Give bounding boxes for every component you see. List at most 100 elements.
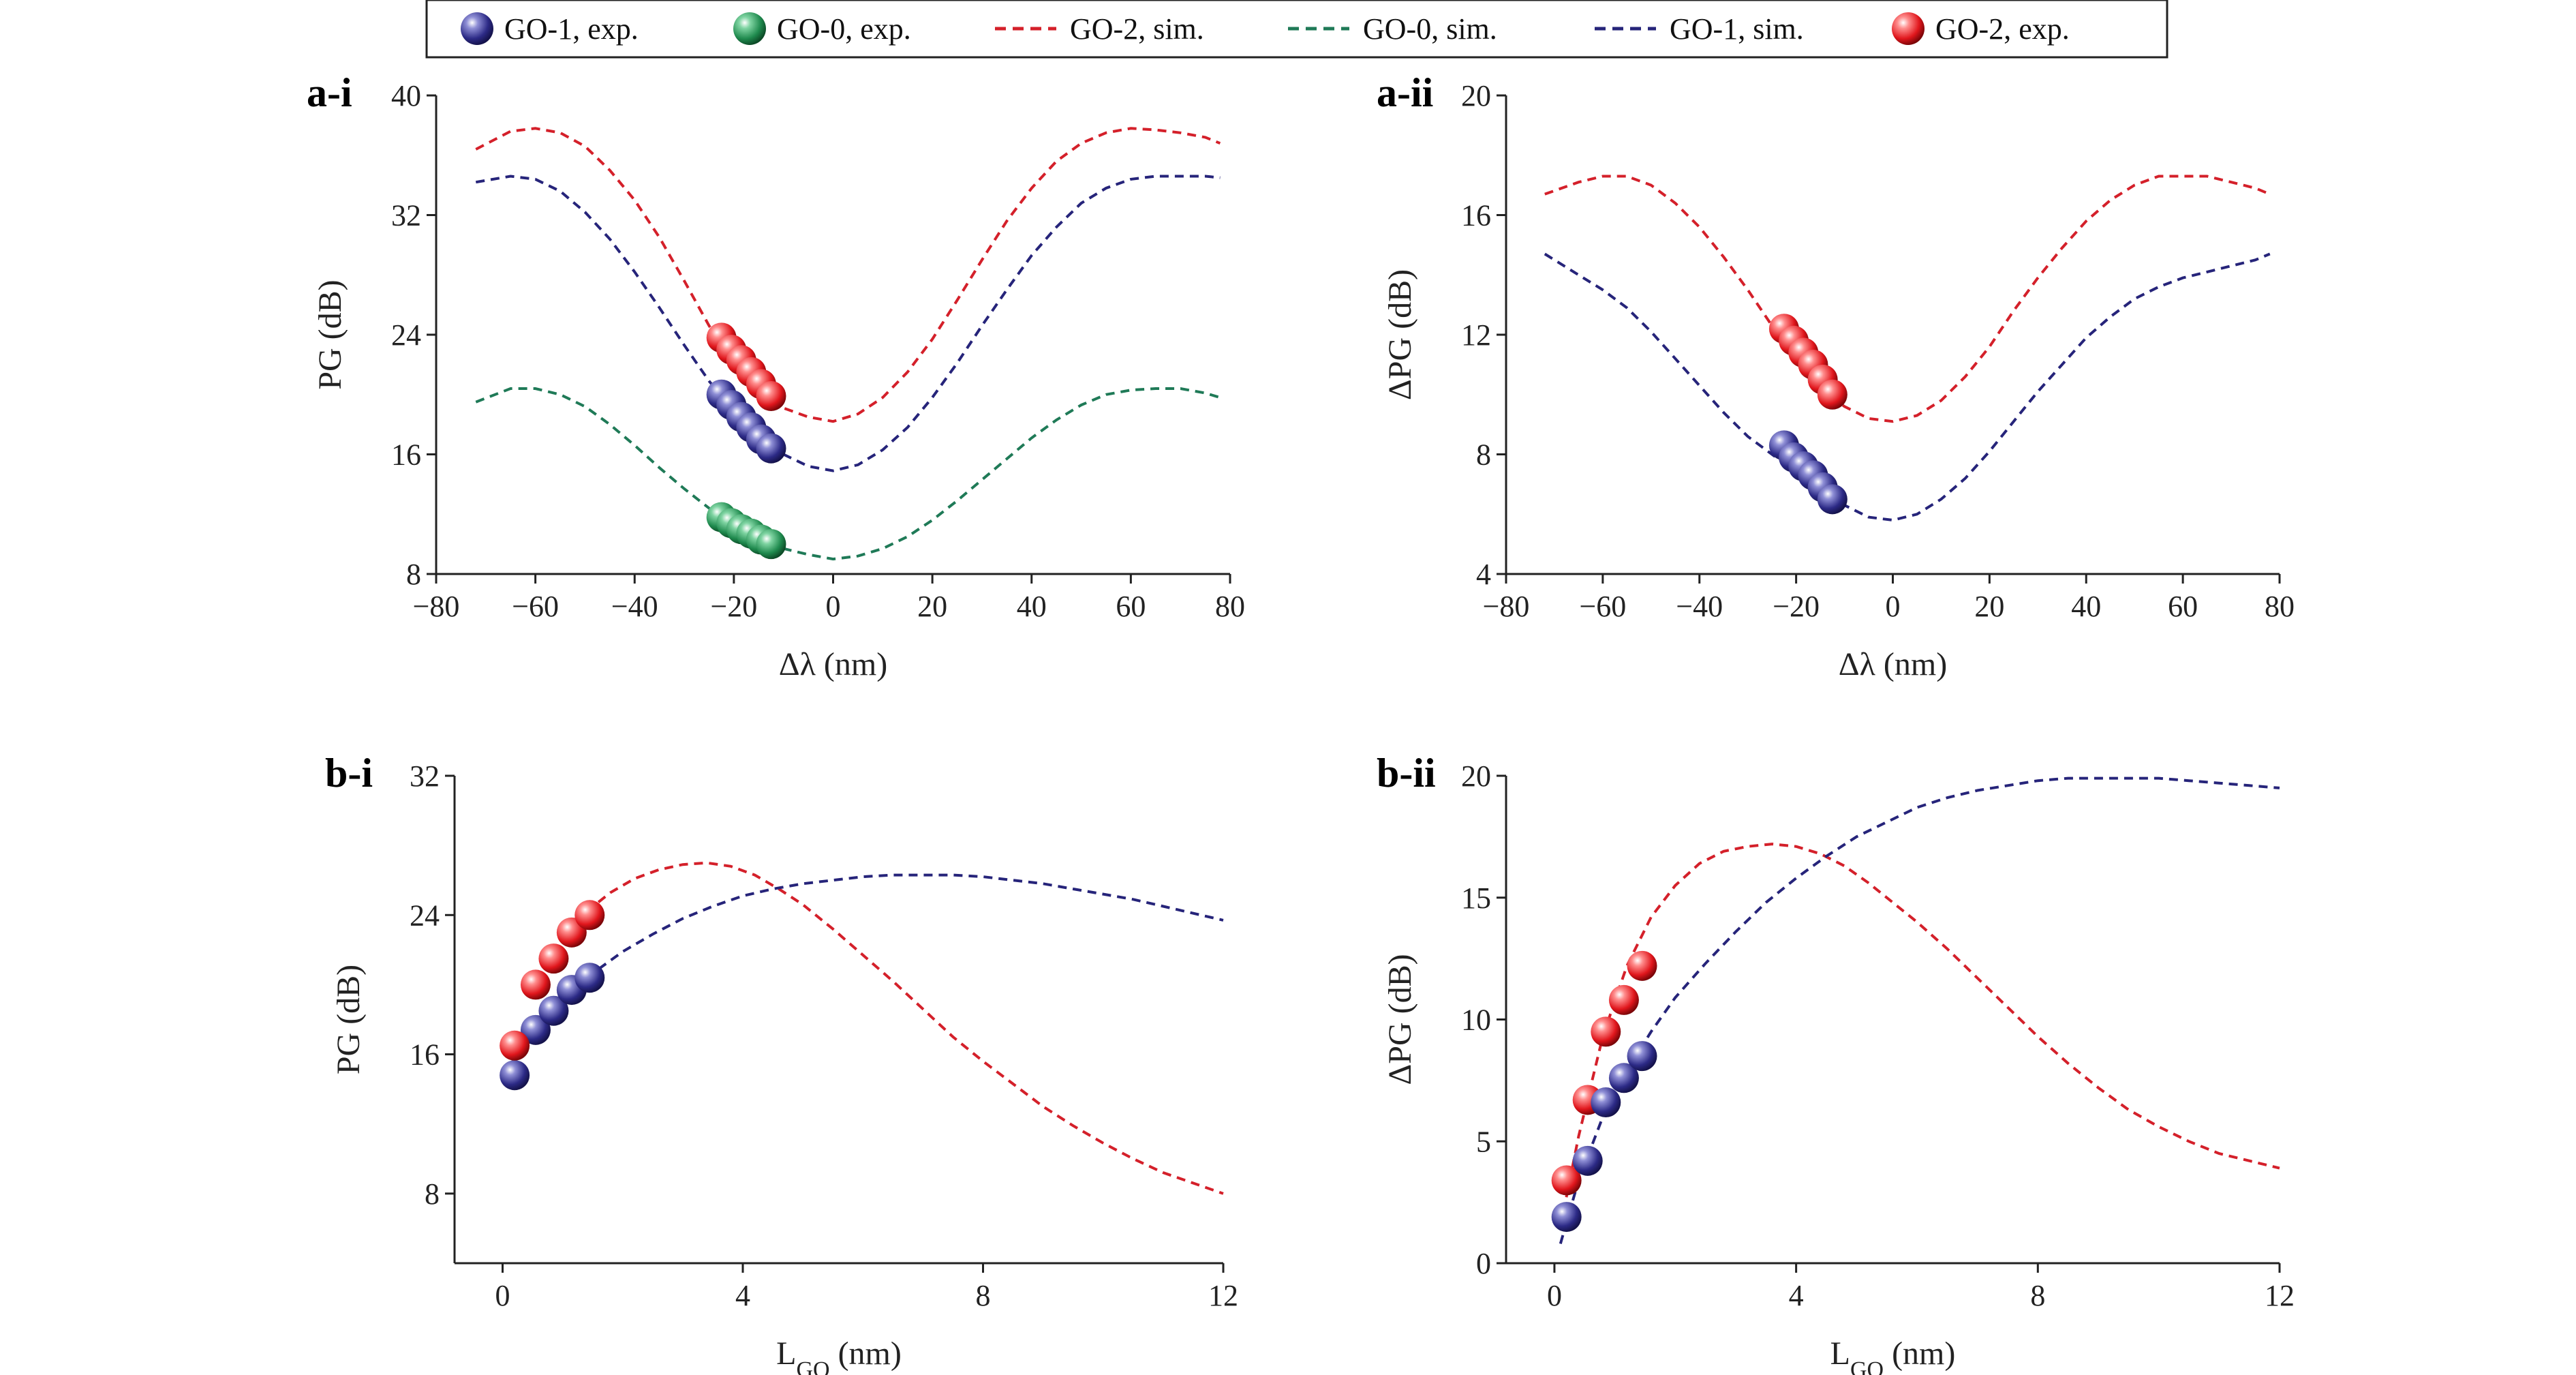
series-line-go1sim (475, 175, 1221, 472)
data-point-go2exp (1591, 1016, 1621, 1047)
y-tick-label: 32 (391, 199, 421, 232)
data-point-go1exp (1817, 484, 1847, 515)
legend-entry-go0exp: GO-0, exp. (733, 12, 911, 46)
x-tick-label: 20 (917, 590, 947, 623)
data-point-go0exp (756, 529, 786, 560)
x-tick-label: −20 (1773, 590, 1820, 623)
x-tick-label: 4 (735, 1279, 750, 1312)
y-tick-label: 4 (1476, 558, 1491, 591)
legend-label-go2exp: GO-2, exp. (1935, 12, 2070, 46)
x-tick-label: −80 (1483, 590, 1530, 623)
legend: GO-1, exp. GO-0, exp. GO-2, sim. GO-0, s… (425, 0, 2168, 59)
y-tick-label: 0 (1476, 1247, 1491, 1280)
x-tick-label: −60 (1579, 590, 1626, 623)
panel-label: b-i (325, 751, 373, 796)
data-point-go1exp (500, 1060, 530, 1091)
legend-entry-go2exp: GO-2, exp. (1892, 12, 2070, 46)
data-point-go2exp (1627, 950, 1657, 981)
x-tick-label: −20 (710, 590, 757, 623)
x-tick-label: 0 (1886, 590, 1901, 623)
data-point-go1exp (538, 995, 569, 1026)
data-point-go2exp (520, 969, 551, 1000)
data-point-go2exp (756, 380, 786, 411)
x-tick-label: −80 (413, 590, 460, 623)
legend-entry-go0sim: GO-0, sim. (1288, 12, 1497, 46)
y-tick-label: 5 (1476, 1125, 1491, 1158)
y-tick-label: 32 (410, 759, 440, 793)
y-axis-label: ΔPG (dB) (1382, 269, 1418, 400)
x-tick-label: 80 (2265, 590, 2295, 623)
y-tick-label: 16 (410, 1038, 440, 1072)
x-tick-label: −60 (512, 590, 559, 623)
x-tick-label: 40 (2071, 590, 2101, 623)
series-markers-go2exp (500, 900, 605, 1061)
legend-marker-go1exp (461, 12, 493, 45)
x-tick-label: −40 (1676, 590, 1723, 623)
x-tick-label: 4 (1789, 1279, 1804, 1312)
x-axis-label: LGO (nm) (776, 1335, 902, 1375)
series-line-go1sim (585, 873, 1224, 979)
data-point-go2exp (1817, 379, 1847, 410)
y-tick-label: 20 (1461, 79, 1491, 112)
y-tick-label: 16 (1461, 199, 1491, 232)
series-markers-go1exp (500, 963, 605, 1091)
y-axis-label: PG (dB) (331, 965, 367, 1074)
data-point-go1exp (1627, 1041, 1657, 1072)
data-point-go2exp (1551, 1165, 1582, 1196)
series-markers-go1exp (1551, 1041, 1657, 1233)
y-axis-label: ΔPG (dB) (1382, 954, 1418, 1085)
panel-label: a-ii (1377, 70, 1433, 115)
series-markers-go2exp (706, 322, 786, 411)
series-markers-go1exp (706, 379, 786, 464)
x-tick-label: 12 (1208, 1279, 1238, 1312)
x-tick-label: 80 (1215, 590, 1245, 623)
legend-label-go1sim: GO-1, sim. (1670, 12, 1804, 46)
series-line-go1sim (1559, 776, 2280, 1244)
x-tick-label: 0 (495, 1279, 510, 1312)
data-point-go1exp (756, 433, 786, 464)
panel-b-i: 0 4 8 12 8 16 24 32 LGO (nm) PG (dB) b-i (325, 751, 1238, 1375)
y-tick-label: 24 (410, 898, 440, 932)
series-line-go1sim (1544, 252, 2271, 522)
x-tick-label: 60 (1116, 590, 1146, 623)
y-axis-label: PG (dB) (312, 279, 348, 389)
legend-marker-go0exp (733, 12, 766, 45)
x-axis-label: Δλ (nm) (779, 646, 887, 682)
legend-label-go1exp: GO-1, exp. (504, 12, 639, 46)
series-line-go2sim (475, 127, 1221, 423)
x-tick-label: 20 (1974, 590, 2004, 623)
x-tick-label: 0 (1547, 1279, 1562, 1312)
panel-label: b-ii (1377, 751, 1436, 796)
series-markers-go2exp (1551, 950, 1657, 1196)
x-axis-label: Δλ (nm) (1839, 646, 1947, 682)
y-tick-label: 8 (406, 558, 421, 591)
data-point-go1exp (1572, 1145, 1603, 1176)
legend-entry-go1exp: GO-1, exp. (461, 12, 639, 46)
legend-entry-go2sim: GO-2, sim. (995, 12, 1204, 46)
series-line-go2sim (1544, 175, 2271, 423)
legend-entry-go1sim: GO-1, sim. (1595, 12, 1804, 46)
series-markers-go2exp (1768, 314, 1847, 410)
y-tick-label: 24 (391, 318, 421, 352)
legend-label-go2sim: GO-2, sim. (1070, 12, 1204, 46)
panel-label: a-i (307, 70, 352, 115)
y-tick-label: 16 (391, 438, 421, 472)
y-tick-label: 8 (425, 1177, 440, 1211)
y-tick-label: 15 (1461, 881, 1491, 915)
data-point-go2exp (1608, 984, 1639, 1015)
data-point-go1exp (1608, 1063, 1639, 1093)
x-tick-label: 40 (1017, 590, 1047, 623)
data-point-go1exp (1551, 1202, 1582, 1233)
series-markers-go0exp (706, 502, 786, 560)
panel-a-ii: −80 −60 −40 −20 0 20 40 60 80 4 8 12 16 20 Δλ (nm) ΔPG … (1377, 70, 2295, 682)
x-tick-label: 0 (826, 590, 841, 623)
x-tick-label: 8 (976, 1279, 991, 1312)
y-tick-label: 10 (1461, 1003, 1491, 1037)
data-point-go1exp (574, 963, 605, 993)
data-point-go2exp (500, 1030, 530, 1061)
data-point-go2exp (538, 943, 569, 974)
series-line-go2sim (1559, 843, 2280, 1227)
data-point-go1exp (520, 1014, 551, 1045)
legend-marker-go2exp (1892, 12, 1925, 45)
x-tick-label: 60 (2168, 590, 2198, 623)
